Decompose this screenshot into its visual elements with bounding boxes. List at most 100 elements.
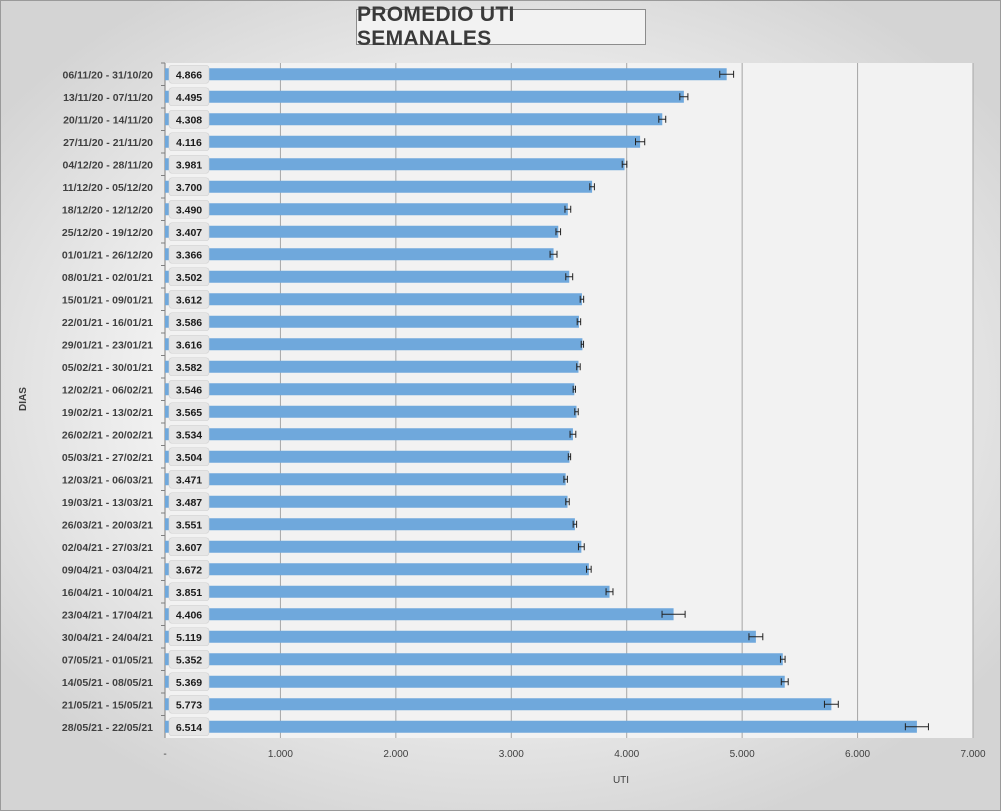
bar [165, 518, 575, 531]
data-label: 3.700 [176, 182, 202, 194]
bar [165, 608, 674, 621]
data-label-box [168, 447, 210, 467]
data-label-box [168, 109, 210, 129]
data-label: 3.534 [176, 429, 202, 441]
category-label: 20/11/20 - 14/11/20 [63, 114, 153, 126]
bar [165, 450, 570, 463]
data-label: 3.586 [176, 317, 202, 329]
data-label-box [168, 604, 210, 624]
bar [165, 135, 641, 148]
category-label: 08/01/21 - 02/01/21 [62, 272, 153, 284]
category-label: 18/12/20 - 12/12/20 [62, 204, 153, 216]
data-label-box [168, 222, 210, 242]
bar [165, 113, 663, 126]
data-label: 3.487 [176, 497, 202, 509]
data-label: 3.504 [176, 452, 202, 464]
x-tick-label: 7.000 [960, 749, 985, 760]
bar [165, 495, 568, 508]
data-label-box [168, 469, 210, 489]
bar [165, 180, 593, 193]
data-label: 5.369 [176, 677, 202, 689]
data-label: 3.366 [176, 249, 202, 261]
category-label: 07/05/21 - 01/05/21 [62, 654, 153, 666]
bar [165, 68, 727, 81]
x-axis-label: UTI [612, 775, 630, 786]
x-tick-label: 3.000 [499, 749, 524, 760]
category-label: 21/05/21 - 15/05/21 [62, 699, 153, 711]
bar [165, 428, 573, 441]
category-label: 26/02/21 - 20/02/21 [62, 429, 153, 441]
plot-area [165, 63, 973, 738]
data-label: 3.551 [176, 519, 202, 531]
bar [165, 405, 577, 418]
data-label: 3.471 [176, 474, 202, 486]
category-label: 12/03/21 - 06/03/21 [62, 474, 153, 486]
bar [165, 630, 756, 643]
bar [165, 248, 554, 261]
data-label-box [168, 492, 210, 512]
bar [165, 653, 783, 666]
data-label: 3.407 [176, 227, 202, 239]
category-label: 05/02/21 - 30/01/21 [62, 362, 153, 374]
data-label-box [168, 64, 210, 84]
category-label: 05/03/21 - 27/02/21 [62, 452, 153, 464]
category-label: 29/01/21 - 23/01/21 [62, 339, 153, 351]
bar [165, 473, 566, 486]
data-label: 3.851 [176, 587, 202, 599]
bar [165, 90, 684, 103]
bar [165, 293, 582, 306]
bar [165, 203, 568, 216]
data-label: 3.616 [176, 339, 202, 351]
x-tick-label: 5.000 [730, 749, 755, 760]
category-label: 02/04/21 - 27/03/21 [62, 542, 153, 554]
data-label-box [168, 244, 210, 264]
data-label-box [168, 267, 210, 287]
data-label-box [168, 289, 210, 309]
bar [165, 338, 583, 351]
bar [165, 720, 917, 733]
category-label: 16/04/21 - 10/04/21 [62, 587, 153, 599]
data-label-box [168, 177, 210, 197]
category-label: 19/02/21 - 13/02/21 [62, 407, 153, 419]
category-label: 06/11/20 - 31/10/20 [63, 69, 154, 81]
data-label: 4.308 [176, 114, 202, 126]
bar [165, 585, 610, 598]
data-label: 4.495 [176, 92, 202, 104]
x-tick-label: 2.000 [383, 749, 408, 760]
data-label-box [168, 87, 210, 107]
data-label: 3.612 [176, 294, 202, 306]
bar [165, 540, 582, 553]
category-label: 25/12/20 - 19/12/20 [62, 227, 153, 239]
data-label-box [168, 559, 210, 579]
bar [165, 360, 579, 373]
data-label-box [168, 132, 210, 152]
x-tick-label: - [163, 749, 166, 760]
bar [165, 563, 589, 576]
bar [165, 383, 575, 396]
data-label: 3.607 [176, 542, 202, 554]
data-label-box [168, 582, 210, 602]
bar [165, 225, 559, 238]
x-tick-label: 4.000 [614, 749, 639, 760]
data-label: 4.116 [176, 137, 202, 149]
data-label: 5.352 [176, 654, 202, 666]
data-label: 3.582 [176, 362, 202, 374]
data-label-box [168, 424, 210, 444]
category-label: 30/04/21 - 24/04/21 [62, 632, 153, 644]
data-label-box [168, 379, 210, 399]
data-label: 4.866 [176, 69, 202, 81]
data-label: 5.773 [176, 699, 202, 711]
data-label-box [168, 537, 210, 557]
data-label-box [168, 694, 210, 714]
bar [165, 675, 785, 688]
data-label: 3.565 [176, 407, 202, 419]
category-label: 14/05/21 - 08/05/21 [62, 677, 153, 689]
data-label-box [168, 402, 210, 422]
category-label: 04/12/20 - 28/11/20 [63, 159, 154, 171]
chart-title: PROMEDIO UTI SEMANALES [356, 3, 646, 50]
data-label-box [168, 514, 210, 534]
category-label: 09/04/21 - 03/04/21 [62, 564, 153, 576]
category-label: 11/12/20 - 05/12/20 [63, 182, 154, 194]
